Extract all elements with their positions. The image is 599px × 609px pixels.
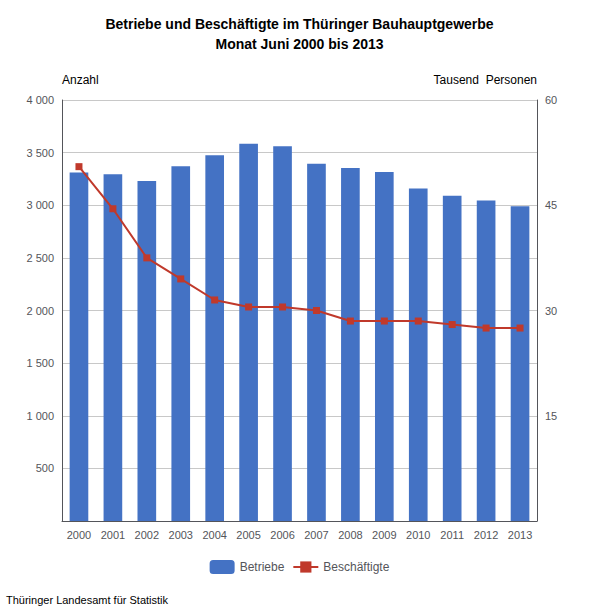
- svg-text:2000: 2000: [67, 529, 91, 541]
- svg-text:3 500: 3 500: [26, 147, 54, 159]
- svg-text:2 500: 2 500: [26, 252, 54, 264]
- svg-text:2008: 2008: [338, 529, 362, 541]
- svg-text:Thüringer Landesamt für Statis: Thüringer Landesamt für Statistik: [6, 594, 169, 606]
- svg-text:45: 45: [545, 199, 557, 211]
- svg-text:2006: 2006: [270, 529, 294, 541]
- svg-text:4 000: 4 000: [26, 94, 54, 106]
- svg-text:2005: 2005: [236, 529, 260, 541]
- svg-text:Tausend Personen: Tausend Personen: [434, 73, 537, 87]
- svg-text:2003: 2003: [169, 529, 193, 541]
- svg-text:2002: 2002: [135, 529, 159, 541]
- svg-text:Betriebe: Betriebe: [240, 560, 285, 574]
- svg-text:2007: 2007: [304, 529, 328, 541]
- svg-text:2 000: 2 000: [26, 305, 54, 317]
- svg-text:2010: 2010: [406, 529, 430, 541]
- svg-text:2012: 2012: [474, 529, 498, 541]
- svg-text:Beschäftigte: Beschäftigte: [323, 560, 389, 574]
- svg-text:Monat Juni 2000 bis 2013: Monat Juni 2000 bis 2013: [215, 36, 383, 52]
- svg-text:500: 500: [36, 462, 54, 474]
- svg-text:2001: 2001: [101, 529, 125, 541]
- svg-text:Anzahl: Anzahl: [62, 73, 99, 87]
- svg-text:2004: 2004: [202, 529, 226, 541]
- svg-text:2009: 2009: [372, 529, 396, 541]
- svg-text:2013: 2013: [508, 529, 532, 541]
- svg-text:60: 60: [545, 94, 557, 106]
- svg-text:1 500: 1 500: [26, 357, 54, 369]
- svg-text:2011: 2011: [440, 529, 464, 541]
- svg-text:1 000: 1 000: [26, 410, 54, 422]
- svg-text:30: 30: [545, 305, 557, 317]
- svg-text:15: 15: [545, 410, 557, 422]
- svg-text:Betriebe und Beschäftigte im T: Betriebe und Beschäftigte im Thüringer B…: [105, 16, 493, 32]
- svg-text:3 000: 3 000: [26, 199, 54, 211]
